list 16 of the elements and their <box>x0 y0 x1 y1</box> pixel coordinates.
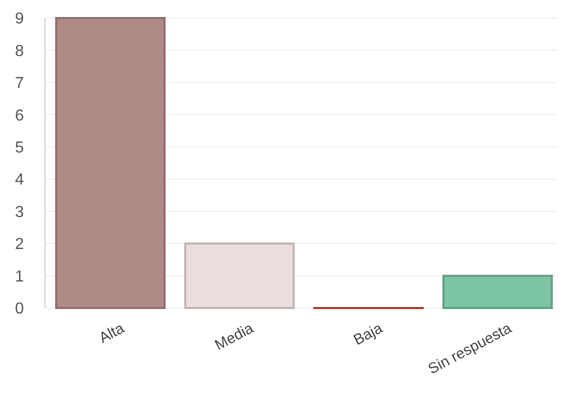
y-tick-label: 0 <box>15 300 24 318</box>
y-tick-label: 4 <box>15 172 24 189</box>
x-tick-label: Alta <box>96 319 128 347</box>
x-tick-label: Baja <box>350 319 386 349</box>
y-tick-label: 8 <box>15 42 24 60</box>
y-tick-label: 6 <box>15 107 24 124</box>
y-tick-label: 1 <box>15 268 24 286</box>
bar <box>442 274 553 309</box>
y-tick-label: 3 <box>15 204 24 221</box>
y-tick-label: 5 <box>15 139 24 156</box>
bar <box>55 17 166 309</box>
y-tick-label: 7 <box>15 75 24 92</box>
y-tick-label: 2 <box>15 236 24 254</box>
bar <box>184 242 295 309</box>
x-tick-label: Media <box>212 319 257 354</box>
y-tick-label: 9 <box>15 10 24 28</box>
